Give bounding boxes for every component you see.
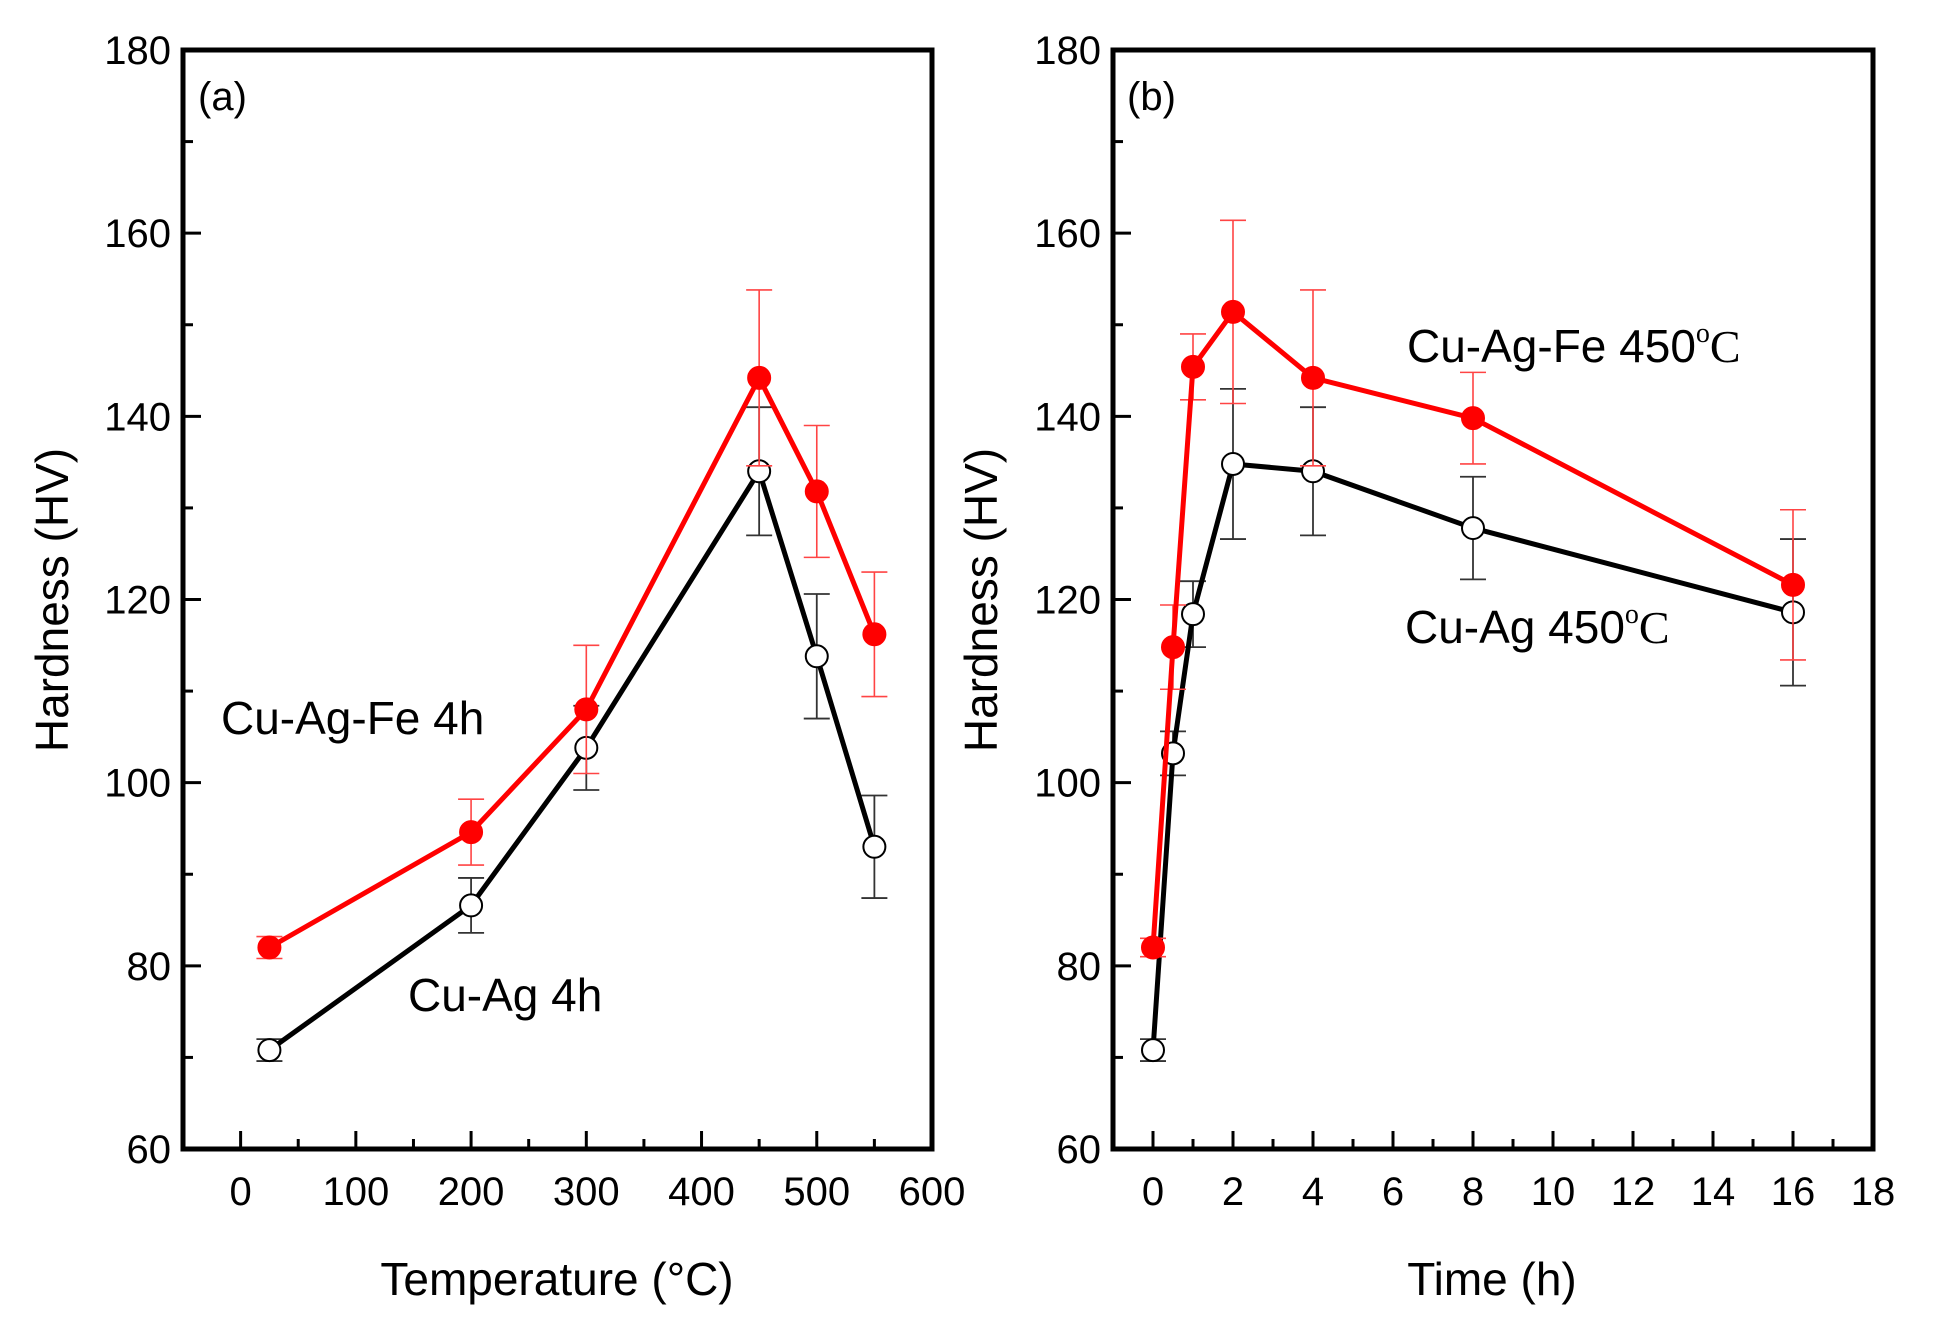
cu-ag-fe-4h-point [257, 935, 282, 960]
panel-b-y-tick-label: 140 [1034, 395, 1101, 439]
panel-a-x-tick-label: 0 [229, 1170, 251, 1214]
panel-b-x-tick-label: 8 [1462, 1170, 1484, 1214]
panel-b-y-tick-label: 80 [1057, 945, 1102, 989]
panel-a-x-tick-label: 100 [322, 1170, 389, 1214]
annotation-cu-ag-4h: Cu-Ag 4h [408, 969, 602, 1021]
panel-a-x-tick-label: 200 [438, 1170, 505, 1214]
cu-ag-fe-450-c-point [1221, 299, 1245, 324]
panel-b-series-cu-ag-450-c [1140, 387, 1806, 1063]
cu-ag-fe-450-c-point [1781, 572, 1805, 597]
panel-a-y-tick-label: 140 [104, 395, 171, 439]
panel-a-label: (a) [198, 75, 247, 119]
panel-b-label: (b) [1127, 75, 1176, 119]
cu-ag-4h-point [257, 1038, 282, 1063]
cu-ag-fe-450-c-point [1161, 635, 1185, 660]
panel-a-y-tick-label: 180 [104, 29, 171, 73]
annotation-cu-ag-450c-unit: C [1639, 602, 1670, 653]
annotation-cu-ag-fe-450c-unit: C [1710, 321, 1741, 372]
panel-b-series-cu-ag-fe-450-c [1140, 219, 1806, 960]
panel-b-y-tick-label: 160 [1034, 212, 1101, 256]
cu-ag-450-c-point [1221, 451, 1245, 476]
annotation-cu-ag-450c-text: Cu-Ag 450 [1405, 601, 1625, 653]
panel-b-x-ticks: 0 2 4 6 8 10 12 14 16 18 [1142, 1131, 1895, 1214]
panel-a-y-ticks: 60 80 100 120 140 160 180 [104, 29, 201, 1172]
panel-b-x-tick-label: 12 [1611, 1170, 1656, 1214]
cu-ag-450-c-point [1181, 602, 1205, 627]
panel-a-y-tick-label: 100 [104, 762, 171, 806]
cu-ag-fe-4h-point [804, 479, 829, 504]
cu-ag-4h-line [267, 468, 877, 1053]
cu-ag-fe-4h-point [862, 622, 887, 647]
annotation-cu-ag-450c: Cu-Ag 450oC [1405, 599, 1670, 653]
panel-a-plot-frame [180, 47, 935, 1152]
panel-b-x-axis-title: Time (h) [1407, 1253, 1577, 1305]
cu-ag-4h-point [459, 893, 484, 918]
panel-b-data-marks [1140, 219, 1806, 1063]
panel-a-data-marks [256, 289, 888, 1063]
cu-ag-fe-4h-point [459, 820, 484, 845]
panel-a-y-tick-label: 60 [127, 1128, 172, 1172]
panel-b-x-tick-label: 10 [1531, 1170, 1576, 1214]
panel-b-x-tick-label: 4 [1302, 1170, 1324, 1214]
annotation-cu-ag-fe-4h: Cu-Ag-Fe 4h [221, 692, 484, 744]
panel-a-x-tick-label: 400 [668, 1170, 735, 1214]
annotation-cu-ag-450c-degree: o [1625, 599, 1639, 630]
panel-b-y-tick-label: 60 [1057, 1128, 1102, 1172]
panel-a-y-tick-label: 120 [104, 579, 171, 623]
panel-b-x-tick-label: 6 [1382, 1170, 1404, 1214]
annotation-cu-ag-fe-450c: Cu-Ag-Fe 450oC [1407, 318, 1741, 372]
cu-ag-fe-450-c-point [1181, 354, 1205, 379]
panel-b-y-tick-label: 180 [1034, 29, 1101, 73]
panel-b-x-tick-label: 18 [1851, 1170, 1896, 1214]
annotation-cu-ag-fe-450c-degree: o [1696, 318, 1710, 349]
panel-b-y-tick-label: 100 [1034, 762, 1101, 806]
cu-ag-450-c-point [1141, 1038, 1165, 1063]
cu-ag-450-c-point [1461, 516, 1485, 541]
panel-a-series-cu-ag-fe-4h [256, 289, 888, 960]
panel-a-x-axis-title: Temperature (°C) [380, 1253, 733, 1305]
cu-ag-fe-4h-point [747, 365, 772, 390]
cu-ag-fe-450-c-point [1301, 365, 1325, 390]
panel-a-y-tick-label: 80 [127, 945, 172, 989]
annotation-cu-ag-fe-450c-text: Cu-Ag-Fe 450 [1407, 320, 1696, 372]
panel-b-y-ticks: 60 80 100 120 140 160 180 [1034, 29, 1131, 1172]
cu-ag-fe-4h-point [574, 697, 599, 722]
panel-a-x-tick-label: 500 [783, 1170, 850, 1214]
cu-ag-fe-450-c-point [1461, 406, 1485, 431]
cu-ag-4h-point [804, 644, 829, 669]
panel-a-x-ticks: 0 100 200 300 400 500 600 [229, 1131, 965, 1214]
panel-b-plot-frame [1110, 47, 1876, 1152]
cu-ag-4h-point [862, 834, 887, 859]
panel-b-y-tick-label: 120 [1034, 579, 1101, 623]
panel-a-y-tick-label: 160 [104, 212, 171, 256]
cu-ag-fe-450-c-point [1141, 935, 1165, 960]
panel-a-x-tick-label: 600 [899, 1170, 966, 1214]
cu-ag-fe-4h-line [268, 375, 877, 950]
panel-a-x-tick-label: 300 [553, 1170, 620, 1214]
panel-b-x-tick-label: 16 [1771, 1170, 1816, 1214]
panel-b-x-tick-label: 2 [1222, 1170, 1244, 1214]
panel-b-x-tick-label: 0 [1142, 1170, 1164, 1214]
panel-a-temperature-chart: 0 100 200 300 400 500 600 6080100120140160180 … [26, 29, 965, 1305]
panel-b-x-tick-label: 14 [1691, 1170, 1736, 1214]
panel-b-y-axis-title: Hardness (HV) [955, 448, 1007, 752]
panel-a-y-axis-title: Hardness (HV) [26, 448, 78, 752]
